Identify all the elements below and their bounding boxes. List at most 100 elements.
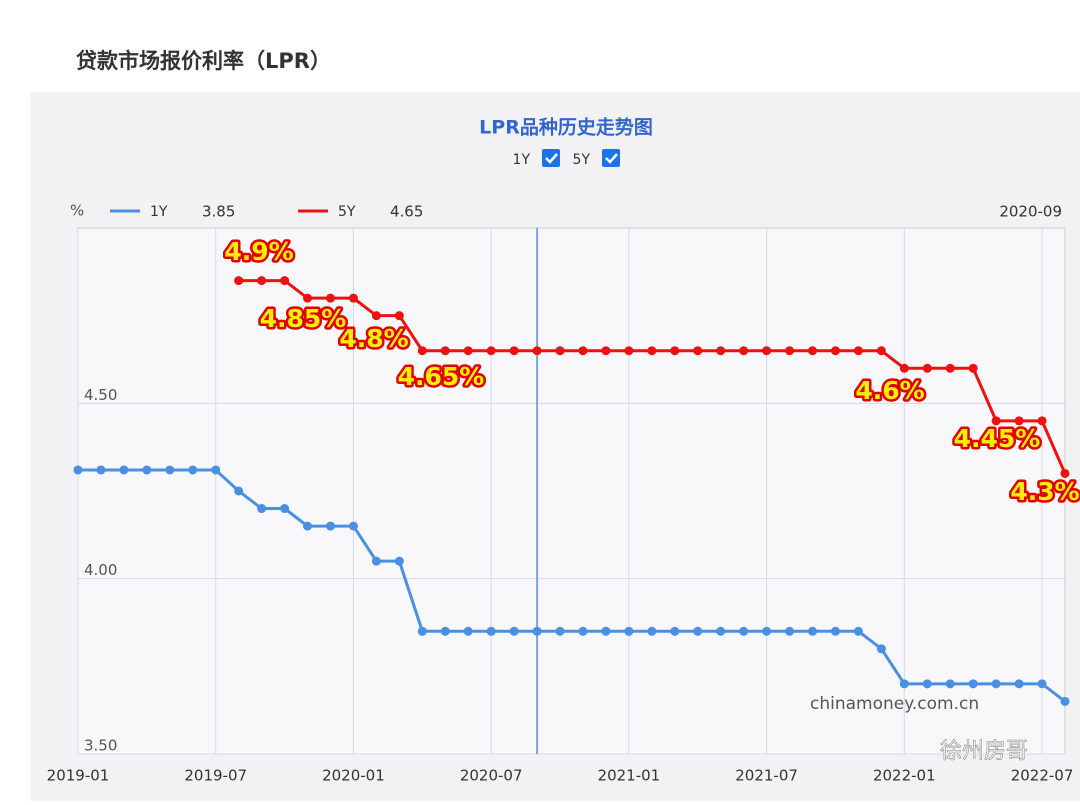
legend-value: 4.65 [390,203,423,221]
point [463,626,473,636]
checkbox[interactable] [602,149,620,167]
annotation: 4.3% [1010,477,1079,506]
point [165,465,175,475]
point [211,465,221,475]
point [739,626,749,636]
point [394,556,404,566]
point [509,626,519,636]
point [1014,679,1024,689]
point [785,626,795,636]
point [647,626,657,636]
x-tick-label: 2019-07 [184,767,247,785]
point [73,465,83,475]
x-tick-label: 2021-01 [598,767,661,785]
point [371,311,381,321]
point [394,311,404,321]
point [509,346,519,356]
legend-value: 3.85 [202,203,235,221]
point [899,363,909,373]
point [417,346,427,356]
point [96,465,106,475]
point [830,346,840,356]
point [968,363,978,373]
point [716,346,726,356]
point [647,346,657,356]
point [945,363,955,373]
legend-label: 1Y [150,204,168,220]
point [280,276,290,286]
point [899,679,909,689]
point [968,679,978,689]
point [417,626,427,636]
point [716,626,726,636]
point [601,626,611,636]
point [876,644,886,654]
x-tick-label: 2022-01 [873,767,936,785]
point [624,626,634,636]
point [325,521,335,531]
source-tag: 徐州房哥 [940,739,1028,764]
point [762,626,772,636]
page-title: 贷款市场报价利率（LPR） [76,49,331,73]
point [188,465,198,475]
point [601,346,611,356]
y-tick-label: 3.50 [84,737,117,755]
point [119,465,129,475]
point [280,504,290,514]
point [853,346,863,356]
y-tick-label: 4.50 [84,386,117,404]
point [578,626,588,636]
point [991,416,1001,426]
x-tick-label: 2020-01 [322,767,385,785]
point [303,521,313,531]
point [876,346,886,356]
x-tick-label: 2021-07 [735,767,798,785]
legend-label: 5Y [338,204,356,220]
point [486,346,496,356]
point [808,626,818,636]
point [440,626,450,636]
point [991,679,1001,689]
point [1014,416,1024,426]
series-line [78,468,1066,703]
point [371,556,381,566]
point [532,346,542,356]
toggle-label: 1Y [513,152,531,168]
point [1060,696,1070,706]
point [578,346,588,356]
point [1037,679,1047,689]
point [693,626,703,636]
point [830,626,840,636]
point [348,521,358,531]
point [440,346,450,356]
point [555,346,565,356]
point [1060,468,1070,478]
x-tick-label: 2022-07 [1011,767,1074,785]
point [922,363,932,373]
chart-title: LPR品种历史走势图 [479,116,653,139]
point [142,465,152,475]
y-tick-label: 4.00 [84,561,117,579]
point [945,679,955,689]
point [325,293,335,303]
point [853,626,863,636]
annotation: 4.9% [224,237,293,266]
hover-date: 2020-09 [999,203,1062,221]
point [555,626,565,636]
point [670,626,680,636]
annotation: 4.65% [398,362,485,391]
annotation: 4.45% [954,424,1041,453]
toggle-label: 5Y [573,152,591,168]
x-tick-label: 2020-07 [460,767,523,785]
checkbox[interactable] [542,149,560,167]
point [922,679,932,689]
annotation: 4.8% [339,324,408,353]
x-tick-label: 2019-01 [47,767,110,785]
annotation: 4.85% [260,304,347,333]
plot-area [77,227,1066,755]
point [257,504,267,514]
point [303,293,313,303]
point [739,346,749,356]
point [486,626,496,636]
